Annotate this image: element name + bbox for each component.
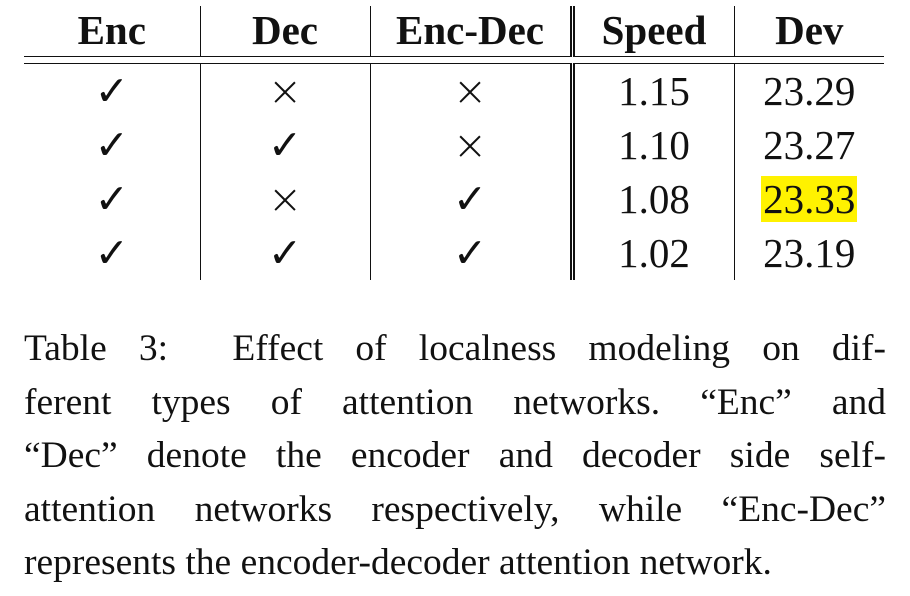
column-header-enc-dec: Enc-Dec bbox=[370, 6, 575, 57]
speed-cell: 1.08 bbox=[572, 172, 735, 226]
caption-line-1: Table 3: Effect of localness modeling on… bbox=[24, 322, 886, 376]
table-row: ✓ ✓ ✓ 1.02 23.19 bbox=[24, 226, 884, 280]
dev-cell-highlighted: 23.33 bbox=[734, 172, 884, 226]
table-row: ✓ × × 1.15 23.29 bbox=[24, 63, 884, 119]
dev-value: 23.29 bbox=[763, 68, 856, 114]
dev-value: 23.27 bbox=[763, 122, 856, 168]
enc-dec-check-icon: ✓ bbox=[370, 226, 575, 280]
enc-check-icon: ✓ bbox=[24, 172, 201, 226]
dev-cell: 23.19 bbox=[734, 226, 884, 280]
dev-cell: 23.27 bbox=[734, 118, 884, 172]
caption-line-3: “Dec” denote the encoder and decoder sid… bbox=[24, 435, 886, 476]
caption-line-2: ferent types of attention networks. “Enc… bbox=[24, 381, 886, 423]
column-header-speed: Speed bbox=[572, 6, 735, 57]
dev-value-highlight: 23.33 bbox=[761, 176, 858, 222]
enc-dec-cross-icon: × bbox=[370, 63, 575, 118]
table-caption: Table 3: Effect of localness modeling on… bbox=[24, 322, 886, 590]
table-header-row: Enc Dec Enc-Dec Speed Dev bbox=[24, 6, 884, 57]
results-table: Enc Dec Enc-Dec Speed Dev ✓ × × 1.15 23.… bbox=[24, 6, 884, 280]
enc-check-icon: ✓ bbox=[24, 226, 201, 280]
dev-cell: 23.29 bbox=[734, 64, 884, 119]
dev-value: 23.19 bbox=[763, 230, 856, 276]
results-table-container: Enc Dec Enc-Dec Speed Dev ✓ × × 1.15 23.… bbox=[24, 6, 884, 280]
caption-label: Table 3: bbox=[24, 328, 169, 369]
column-header-dev: Dev bbox=[775, 7, 844, 53]
enc-dec-check-icon: ✓ bbox=[370, 172, 575, 226]
table-row: ✓ ✓ × 1.10 23.27 bbox=[24, 118, 884, 172]
dec-check-icon: ✓ bbox=[200, 226, 371, 280]
enc-dec-cross-icon: × bbox=[370, 118, 575, 172]
enc-check-icon: ✓ bbox=[24, 63, 201, 118]
speed-cell: 1.02 bbox=[572, 226, 735, 280]
dec-cross-icon: × bbox=[200, 172, 371, 226]
enc-check-icon: ✓ bbox=[24, 118, 201, 172]
header-double-rule bbox=[24, 56, 884, 64]
dec-check-icon: ✓ bbox=[200, 118, 371, 172]
dec-cross-icon: × bbox=[200, 63, 371, 118]
caption-line-4: attention networks respectively, while “… bbox=[24, 488, 886, 530]
speed-cell: 1.10 bbox=[572, 118, 735, 172]
caption-line-5: represents the encoder-decoder attention… bbox=[24, 542, 772, 583]
column-header-enc: Enc bbox=[24, 6, 201, 57]
speed-cell: 1.15 bbox=[572, 63, 735, 118]
caption-text-1: Effect of localness modeling on dif- bbox=[232, 328, 886, 369]
column-header-dec: Dec bbox=[200, 6, 371, 57]
table-row: ✓ × ✓ 1.08 23.33 bbox=[24, 172, 884, 226]
